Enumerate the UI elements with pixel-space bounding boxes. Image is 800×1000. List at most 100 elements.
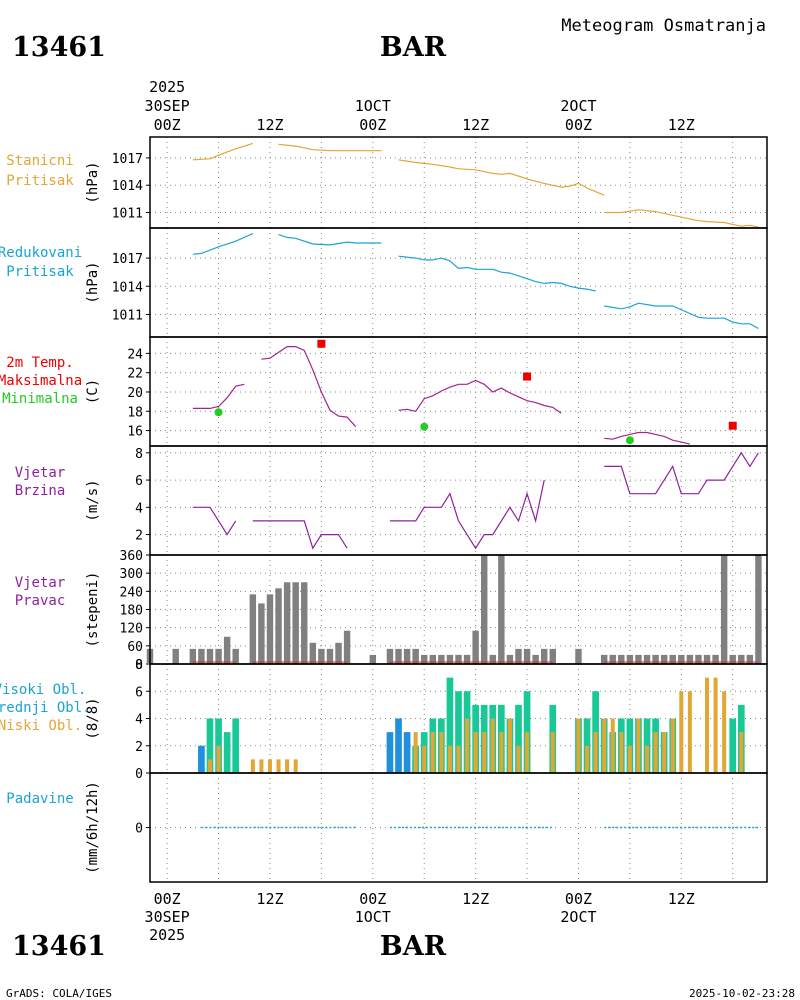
cloud-low-bar [627,745,632,773]
wind-dir-bar [472,630,479,664]
wind-dir-bar [438,654,445,664]
station_pressure-ylabel: (hPa) [85,161,101,203]
wind_speed-line [389,479,545,550]
clouds-label: Srednji Obl. [0,700,91,716]
cloud-low-bar [413,732,418,773]
top-day-label: 30SEP [145,97,190,115]
cloud-high-bar [386,732,394,773]
cloud-low-bar [653,732,658,773]
clouds-tick-label: 4 [135,713,143,728]
cloud-low-bar [499,732,504,773]
temperature-label: 2m Temp. [6,355,73,371]
wind-dir-bar [755,555,762,664]
station_pressure-line [604,209,759,228]
top-day-label: 2OCT [560,97,596,115]
station_pressure-frame [149,136,768,229]
temp-min-marker [420,422,429,431]
wind-dir-bar [206,648,214,664]
wind_dir-ylabel: (stepeni) [85,572,101,648]
reduced_pressure-ylabel: (hPa) [85,261,101,303]
temperature-tick-label: 18 [127,405,143,420]
wind-dir-bar [275,588,282,664]
wind_speed-tick-label: 4 [135,501,143,516]
cloud-low-bar [439,732,444,773]
bottom-year-label: 2025 [149,926,185,944]
bottom-day-label: 2OCT [560,908,596,926]
top-noon-label: 12Z [668,116,695,134]
station_pressure-tick-label: 1014 [112,179,143,194]
cloud-high-bar [395,718,402,773]
temperature-line [261,346,357,428]
wind_speed-tick-label: 2 [135,529,143,544]
cloud-low-bar [679,691,684,773]
temperature-tick-label: 16 [127,425,143,440]
wind-dir-bar [249,594,257,664]
footer-credit: GrADS: COLA/IGES [6,987,112,1000]
top-hour-label: 00Z [359,116,386,134]
wind_speed-ylabel: (m/s) [85,479,101,521]
wind-dir-bar [386,648,394,664]
footer-timestamp: 2025-10-02-23:28 [689,987,795,1000]
cloud-mid-bar [446,677,454,773]
cloud-mid-bar [232,718,240,773]
wind-dir-bar [746,654,754,664]
wind_dir-tick-label: 120 [120,622,143,637]
cloud-low-bar [670,718,675,773]
wind_dir-tick-label: 0 [135,658,143,673]
cloud-low-bar [585,745,590,773]
temp-min-marker [625,436,634,445]
wind-dir-bar [618,654,625,664]
wind-dir-bar [412,648,419,664]
station-id-bottom: 13461 [12,931,106,962]
wind-dir-bar [429,654,437,664]
cloud-low-bar [456,745,461,773]
reduced_pressure-frame [149,227,768,338]
wind-dir-bar [215,648,222,664]
cloud-low-bar [602,718,607,773]
wind_dir-frame [149,554,768,665]
station-name-bottom: BAR [380,931,447,962]
wind-dir-bar [609,654,616,664]
wind-dir-bar [635,654,642,664]
top-hour-label: 00Z [154,116,181,134]
wind-dir-bar [301,582,308,664]
wind_dir-label: Vjetar [15,575,66,591]
chart-title: Meteogram Osmatranja [561,16,766,36]
temperature-ylabel: (C) [85,379,101,404]
reduced_pressure-line [278,234,382,246]
wind_dir-tick-label: 240 [120,585,143,600]
wind-dir-bar [421,654,428,664]
temp-max-marker [728,421,737,430]
cloud-low-bar [713,677,718,773]
reduced_pressure-label: Pritisak [6,264,74,280]
wind_speed-line [252,520,348,550]
wind-dir-bar [626,654,634,664]
wind-dir-bar [463,654,471,664]
wind-dir-bar [258,603,265,664]
wind-dir-bar [712,654,719,664]
wind-dir-bar [738,654,745,664]
bottom-noon-label: 12Z [668,890,695,908]
wind-dir-bar [703,654,711,664]
station_pressure-tick-label: 1017 [112,152,143,167]
cloud-low-bar [593,732,598,773]
wind-dir-bar [678,654,685,664]
station_pressure-label: Pritisak [6,173,74,189]
temp-max-marker [523,372,532,381]
cloud-low-bar [550,732,555,773]
station_pressure-line [398,159,605,196]
wind_speed-line [604,451,759,495]
wind-dir-bar [575,648,582,664]
cloud-mid-bar [223,732,231,773]
cloud-low-bar [705,677,710,773]
cloud-mid-bar [729,718,737,773]
clouds-ylabel: (8/8) [85,697,101,739]
wind-dir-bar [480,555,488,664]
wind-dir-bar [455,654,462,664]
wind-dir-bar [395,648,402,664]
wind_dir-tick-label: 60 [127,640,143,655]
bottom-day-label: 1OCT [355,908,391,926]
wind-dir-bar [318,648,325,664]
station_pressure-line [278,143,382,152]
wind-dir-bar [686,654,694,664]
